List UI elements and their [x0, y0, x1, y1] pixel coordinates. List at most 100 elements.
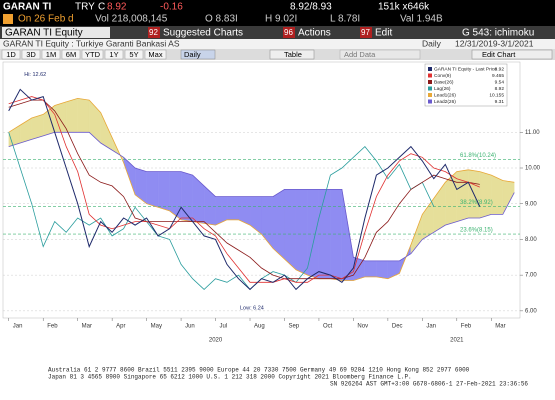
low-label: Low: 6.24: [240, 306, 264, 312]
y-tick-label: 10.00: [525, 166, 541, 172]
function: G 543: ichimoku: [462, 28, 534, 39]
cloud-segment: [456, 169, 469, 222]
range-label: 1Y: [109, 50, 118, 59]
cloud-segment: [364, 260, 377, 278]
x-tick-label: Jun: [185, 324, 195, 330]
series-line: [8, 131, 515, 262]
legend-name: Lag(26): [434, 86, 451, 92]
cloud-segment: [157, 171, 170, 212]
y-tick-label: 11.00: [525, 130, 540, 136]
y-tick-label: 9.00: [525, 201, 537, 207]
cloud-segment: [330, 189, 343, 281]
edit-chart: Edit Chart: [482, 50, 516, 59]
series-line: [8, 97, 515, 281]
table-button[interactable]: [269, 49, 315, 60]
menu-number-box[interactable]: [283, 27, 295, 38]
cloud-segment: [54, 101, 67, 133]
security-field[interactable]: [2, 27, 110, 38]
menu-number: 97: [361, 28, 370, 37]
menu-number-box[interactable]: [148, 27, 160, 38]
range-button[interactable]: [104, 49, 124, 60]
range-button[interactable]: [21, 49, 41, 60]
legend-name: Conv(9): [434, 73, 451, 79]
open: O 8.83I: [205, 14, 238, 25]
legend-name: Lead1(26): [434, 92, 456, 98]
x-tick-label: Jan: [426, 324, 436, 330]
table: Table: [284, 50, 302, 59]
range: 12/31/2019-3/1/2021: [455, 38, 534, 48]
cloud-segment: [479, 171, 492, 219]
menu-number: 92: [149, 28, 158, 37]
range-button[interactable]: [144, 49, 167, 60]
range-buttons: 1D 3D 1M 6M YTD 1Y 5Y Max: [1, 49, 167, 60]
frequency-dropdown[interactable]: [180, 49, 216, 60]
range-label: 6M: [66, 50, 76, 59]
y-tick-label: 6.00: [525, 308, 537, 314]
y-tick-label: 8.00: [525, 237, 537, 243]
range-label: 3D: [26, 50, 36, 59]
high-label: Hi: 12.62: [24, 72, 46, 78]
x-tick-label: Sep: [288, 324, 299, 330]
menu-number-box[interactable]: [360, 27, 372, 38]
currency: TRY: [75, 2, 95, 13]
menu-label: Actions: [298, 28, 331, 39]
ticker: GARAN TI: [3, 2, 52, 13]
legend-value: 8.92: [495, 86, 505, 92]
change: -0.16: [160, 2, 183, 13]
add-data-field[interactable]: [339, 49, 421, 60]
x-tick-label: Jan: [13, 324, 23, 330]
cloud-segment: [376, 260, 389, 279]
legend-name: Base(26): [434, 79, 454, 85]
size: 151k x646k: [378, 2, 430, 13]
quote-bar: [0, 0, 555, 26]
range-button[interactable]: [1, 49, 21, 60]
x-tick-label: May: [151, 324, 162, 330]
legend-value: 9.465: [492, 73, 504, 79]
description: GARAN TI Equity : Turkiye Garanti Bankas…: [3, 38, 180, 48]
menus: 92 Suggested Charts 96 Actions 97 Edit: [148, 27, 392, 39]
range-label: 1M: [46, 50, 56, 59]
period: Daily: [422, 38, 442, 48]
series-line: [8, 99, 480, 280]
volume: Vol 218,008,145: [95, 14, 168, 25]
cloud-segment: [226, 196, 239, 220]
footer-line: SN 926264 AST GMT+3:00 G678-6806-1 27-Fe…: [330, 381, 528, 388]
legend-value: 9.31: [495, 99, 505, 105]
range-button[interactable]: [41, 49, 61, 60]
edit-chart-button[interactable]: [471, 49, 553, 60]
cloud-segment: [146, 171, 159, 208]
range-label: YTD: [85, 50, 101, 59]
cloud-segment: [77, 98, 90, 133]
fib-label: 61.8%(10.24): [460, 153, 496, 159]
legend-swatch: [428, 93, 432, 97]
security: GARAN TI Equity: [5, 28, 83, 39]
alert-icon[interactable]: [3, 14, 13, 24]
series-line: [8, 132, 435, 290]
toolbar: [0, 26, 555, 39]
range-button[interactable]: [124, 49, 144, 60]
x-tick-label: Dec: [392, 324, 403, 330]
range-label: Max: [148, 50, 162, 59]
cloud-segment: [31, 114, 44, 140]
add-data: Add Data: [344, 50, 376, 59]
year-label: 2020: [209, 338, 223, 344]
range-label: 5Y: [129, 50, 138, 59]
x-tick-label: Feb: [461, 324, 472, 330]
range-button[interactable]: [61, 49, 81, 60]
turnover: Val 1.94B: [400, 14, 443, 25]
x-tick-label: Feb: [47, 324, 58, 330]
range-label: 1D: [6, 50, 16, 59]
range-button[interactable]: [81, 49, 104, 60]
cloud-segment: [295, 189, 308, 276]
x-tick-label: Mar: [82, 324, 92, 330]
high: H 9.02I: [265, 14, 297, 25]
legend-value: 10.155: [489, 92, 504, 98]
footer-line: Japan 81 3 4565 8900 Singapore 65 6212 1…: [48, 374, 412, 381]
legend-name: Lead2(26): [434, 99, 456, 105]
price: 8.92: [107, 2, 127, 13]
date: On 26 Feb d: [18, 14, 74, 25]
legend-swatch: [428, 73, 432, 78]
